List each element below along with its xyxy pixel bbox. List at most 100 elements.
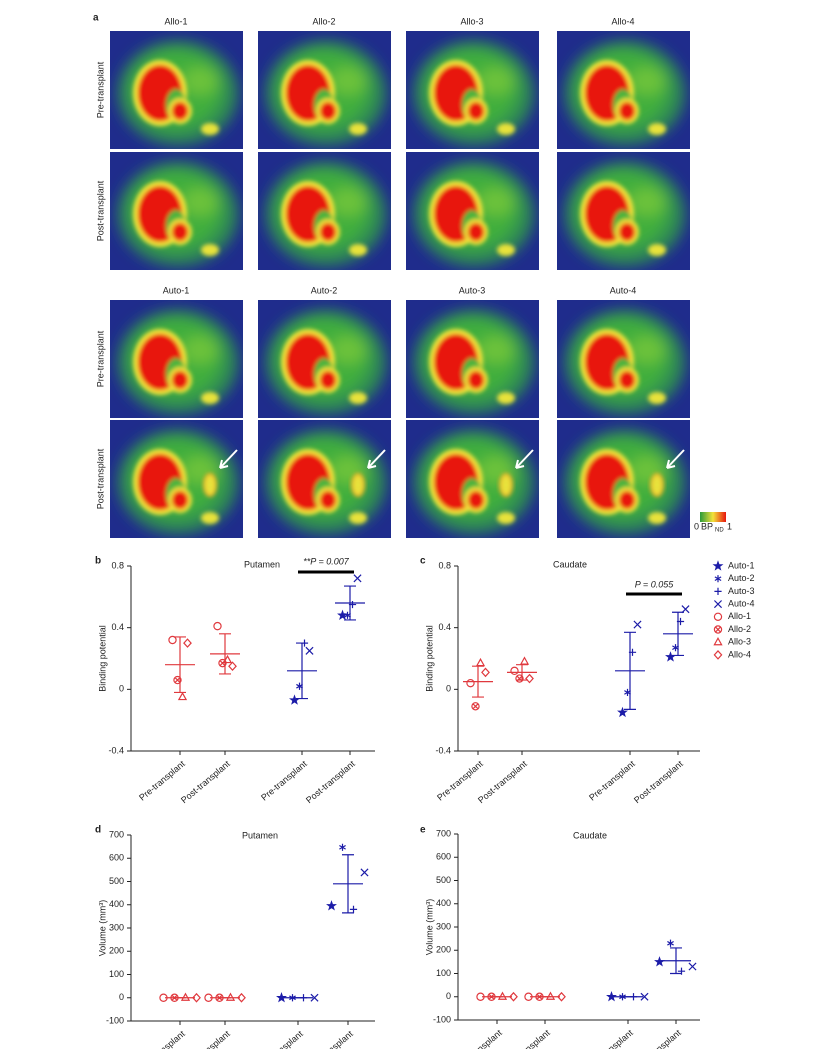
row-label: Post-transplant xyxy=(95,180,105,241)
legend-label: Allo-4 xyxy=(728,649,751,659)
pet-image xyxy=(258,300,391,418)
marker xyxy=(360,868,369,877)
row-label: Pre-transplant xyxy=(95,330,105,387)
panel-label: a xyxy=(93,13,99,24)
marker xyxy=(300,639,309,647)
legend-marker xyxy=(713,612,723,621)
sd-bar xyxy=(219,633,231,675)
marker xyxy=(640,992,649,1001)
marker xyxy=(676,617,685,626)
y-tick-label: 0 xyxy=(446,991,451,1001)
colorbar xyxy=(700,512,726,522)
legend-marker xyxy=(714,575,722,583)
pet-image xyxy=(406,152,539,270)
y-tick-label: 400 xyxy=(109,899,124,909)
graft-signal xyxy=(351,473,365,497)
marker xyxy=(471,702,480,711)
y-tick-label: 0 xyxy=(119,684,124,694)
colorbar-sub: ND xyxy=(715,528,724,534)
pet-image xyxy=(406,300,539,418)
y-tick-label: 700 xyxy=(436,828,451,838)
x-tick-label: Post-transplant xyxy=(499,1027,552,1049)
image-title: Auto-2 xyxy=(311,285,338,295)
marker xyxy=(213,621,222,631)
marker xyxy=(619,993,626,1001)
x-tick-label: Post-transplant xyxy=(304,758,357,805)
significance-label: **P = 0.007 xyxy=(303,556,349,566)
x-tick-label: Post-transplant xyxy=(179,758,232,805)
y-tick-label: -100 xyxy=(433,1014,451,1024)
legend-marker xyxy=(713,637,723,646)
marker xyxy=(222,654,233,664)
image-title: Auto-4 xyxy=(610,285,637,295)
y-tick-label: 300 xyxy=(436,921,451,931)
marker xyxy=(225,992,236,1001)
marker xyxy=(624,688,631,697)
marker xyxy=(681,605,690,614)
chart-title: Putamen xyxy=(242,830,278,840)
marker xyxy=(545,991,556,1000)
marker xyxy=(276,992,287,1003)
marker xyxy=(617,706,628,718)
marker xyxy=(192,992,201,1003)
image-title: Auto-3 xyxy=(459,285,486,295)
marker xyxy=(672,644,679,652)
legend-label: Allo-3 xyxy=(728,637,751,647)
marker xyxy=(183,638,192,648)
x-tick-label: Pre-transplant xyxy=(255,1028,305,1049)
legend-marker xyxy=(713,600,723,609)
image-title: Auto-1 xyxy=(163,285,190,295)
y-axis-label: Volume (mm³) xyxy=(424,899,434,956)
marker xyxy=(525,673,534,684)
marker xyxy=(476,992,485,1001)
marker xyxy=(466,678,475,688)
y-axis-label: Volume (mm³) xyxy=(97,900,107,957)
x-tick-label: Pre-transplant xyxy=(259,758,309,802)
legend-marker xyxy=(713,650,723,660)
y-tick-label: 0.8 xyxy=(438,560,451,570)
y-axis-label: Binding potential xyxy=(97,625,107,692)
arrow xyxy=(367,449,386,469)
y-tick-label: 0.4 xyxy=(111,622,124,632)
marker xyxy=(337,609,348,620)
marker xyxy=(310,993,319,1002)
y-tick-label: 500 xyxy=(109,876,124,886)
pet-image xyxy=(258,152,391,270)
marker xyxy=(606,991,617,1002)
marker xyxy=(228,661,237,672)
chart-title: Caudate xyxy=(553,559,587,569)
marker xyxy=(349,905,358,913)
marker xyxy=(289,994,296,1002)
image-title: Allo-4 xyxy=(611,16,634,26)
marker xyxy=(326,900,337,911)
marker xyxy=(215,993,224,1002)
x-tick-label: Pre-transplant xyxy=(587,758,637,802)
sd-bar xyxy=(624,631,636,710)
y-tick-label: 0.4 xyxy=(438,622,451,632)
legend-label: Allo-1 xyxy=(728,611,751,621)
marker xyxy=(524,992,533,1001)
graft-signal xyxy=(203,473,217,497)
marker xyxy=(497,991,508,1000)
marker xyxy=(677,967,686,975)
marker xyxy=(353,574,362,583)
y-tick-label: -0.4 xyxy=(108,745,124,755)
image-title: Allo-3 xyxy=(460,16,483,26)
y-tick-label: 300 xyxy=(109,922,124,932)
pet-image xyxy=(110,420,243,538)
legend-marker xyxy=(713,625,723,634)
marker xyxy=(170,993,179,1002)
marker xyxy=(487,992,496,1001)
x-tick-label: Pre-transplant xyxy=(454,1027,504,1049)
x-tick-label: Post-transplant xyxy=(179,1028,232,1049)
pet-image xyxy=(406,420,539,538)
y-tick-label: 400 xyxy=(436,898,451,908)
pet-image xyxy=(258,420,391,538)
marker xyxy=(237,992,246,1003)
marker xyxy=(509,991,518,1002)
legend-marker xyxy=(712,560,724,571)
marker xyxy=(628,648,637,656)
legend-label: Auto-4 xyxy=(728,598,755,608)
marker xyxy=(667,939,674,947)
